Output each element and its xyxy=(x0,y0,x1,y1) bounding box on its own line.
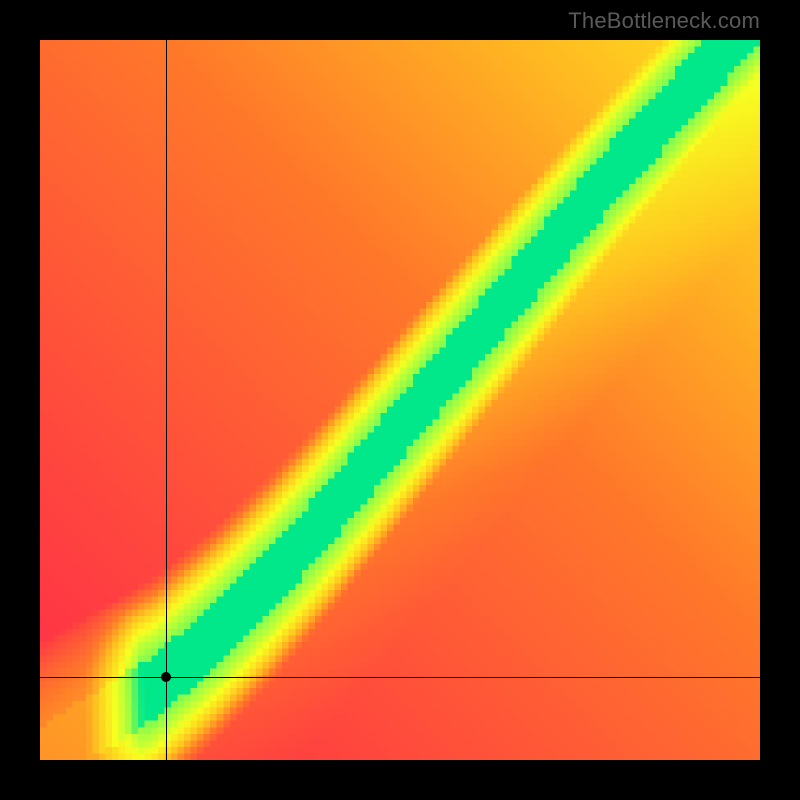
heatmap-plot xyxy=(40,40,760,760)
crosshair-horizontal xyxy=(40,677,760,678)
crosshair-marker-dot xyxy=(161,672,171,682)
crosshair-vertical xyxy=(166,40,167,760)
watermark-text: TheBottleneck.com xyxy=(568,8,760,34)
